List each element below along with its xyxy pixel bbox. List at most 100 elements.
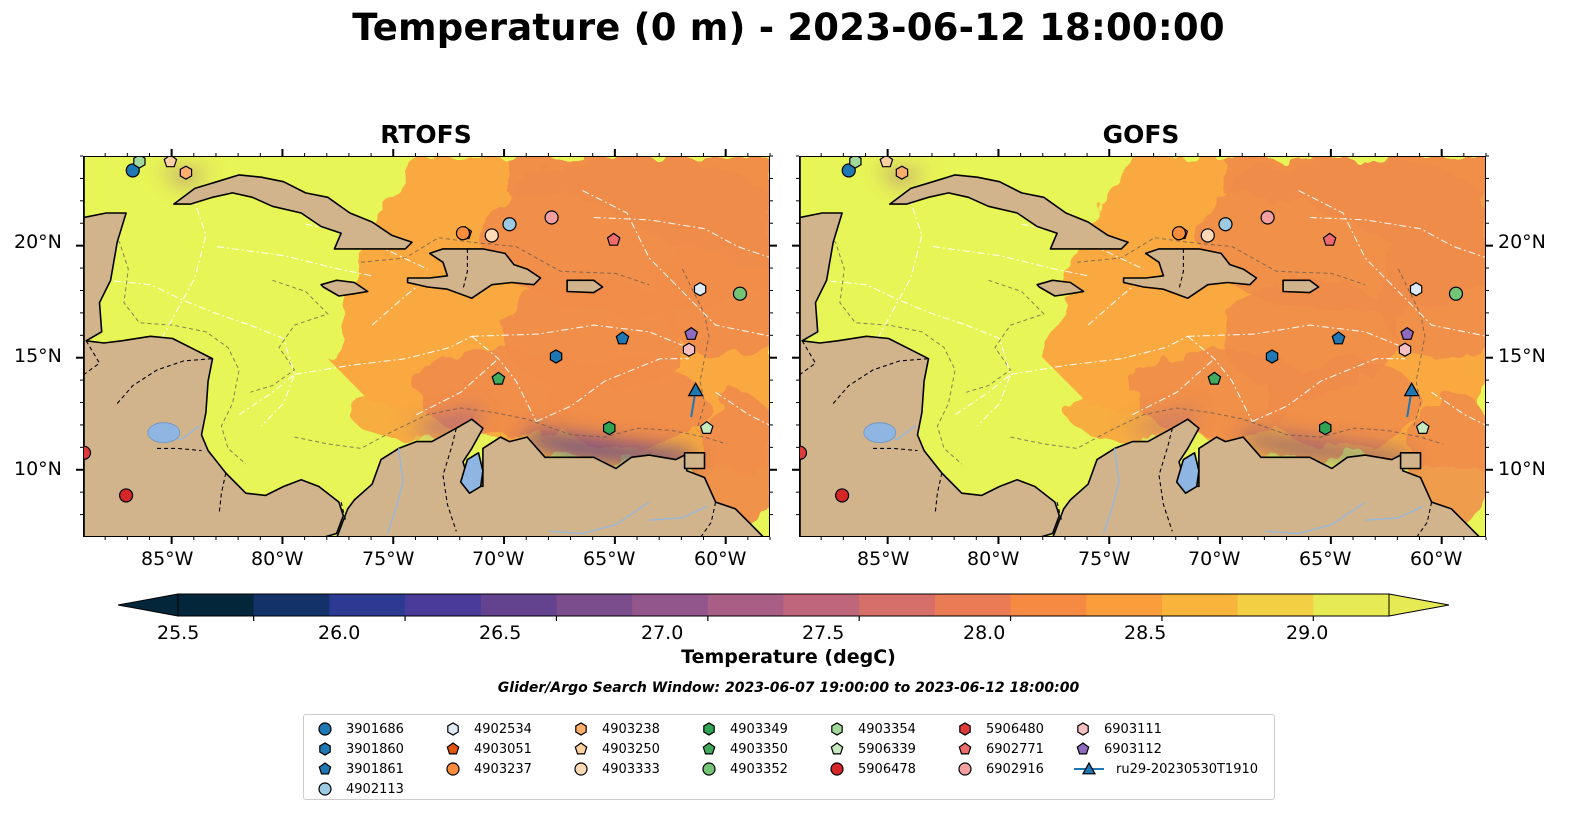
- float-marker-4903333: [1200, 228, 1215, 243]
- x-tick-label-rtofs: 60°W: [694, 548, 747, 570]
- national-borders: [800, 248, 1433, 536]
- land-central-america-carib: [800, 212, 1061, 536]
- float-marker-4903250: [163, 157, 178, 168]
- glider-marker: [1403, 381, 1420, 397]
- legend-item: 6903112: [1072, 739, 1258, 759]
- legend-label: 4903349: [730, 721, 788, 737]
- colorbar-tick-label: 27.5: [802, 622, 845, 644]
- y-tick-label-right: 20°N: [1498, 231, 1546, 253]
- land-jamaica: [1036, 279, 1085, 297]
- colorbar-tick-label: 27.0: [641, 622, 684, 644]
- float-marker-4903238: [895, 165, 909, 180]
- land-trinidad: [683, 451, 706, 470]
- float-marker-4903238: [179, 165, 193, 180]
- float-marker-3901686: [841, 163, 856, 178]
- legend-item: 4903350: [698, 739, 788, 759]
- land-cuba: [173, 174, 413, 250]
- legend-item: 4903237: [442, 759, 532, 779]
- legend-item: 5906339: [826, 739, 916, 759]
- map-panel-rtofs[interactable]: [83, 156, 770, 537]
- legend-marker-icon: [1077, 722, 1089, 736]
- x-tick-label-rtofs: 80°W: [251, 548, 304, 570]
- map-panel-gofs[interactable]: [799, 156, 1486, 537]
- legend-column: 3901686 3901860 3901861 4902113: [314, 719, 404, 799]
- legend-marker-icon: [574, 742, 588, 755]
- national-borders: [84, 248, 717, 536]
- legend-label: 4903352: [730, 761, 788, 777]
- float-marker-6903111: [1398, 342, 1412, 357]
- land-jamaica: [320, 279, 369, 297]
- land: [84, 157, 764, 536]
- legend-label: 3901686: [346, 721, 404, 737]
- float-marker-5906480: [800, 445, 808, 460]
- float-marker-4903350: [491, 371, 506, 385]
- float-marker-6902771: [606, 232, 621, 246]
- float-marker-4903354: [133, 157, 146, 169]
- float-marker-4903349: [602, 421, 616, 436]
- colorbar-segment: [859, 594, 936, 616]
- legend-label: 4903350: [730, 741, 788, 757]
- land-maracaibo: [459, 451, 484, 495]
- float-marker-4903349: [1318, 421, 1332, 436]
- y-tick-label-left: 10°N: [14, 458, 62, 480]
- float-marker-6903112: [684, 326, 699, 340]
- legend-marker-icon: [703, 722, 715, 736]
- x-tick-label-rtofs: 65°W: [583, 548, 636, 570]
- colorbar-segment: [632, 594, 709, 616]
- search-window-text: Glider/Argo Search Window: 2023-06-07 19…: [497, 680, 1080, 696]
- land-cuba: [889, 174, 1129, 250]
- legend-item: 5906478: [826, 759, 916, 779]
- legend-marker-icon: [831, 722, 843, 736]
- legend-marker-icon: [1076, 742, 1090, 755]
- land-south-america: [1052, 418, 1480, 536]
- float-marker-4902113: [1218, 217, 1233, 232]
- legend-marker-icon: [318, 762, 332, 775]
- float-marker-4903333: [484, 228, 499, 243]
- legend-marker-icon: [702, 742, 716, 755]
- float-marker-4903250: [879, 157, 894, 168]
- float-marker-5906339: [1415, 420, 1430, 434]
- float-marker-3901860: [549, 349, 563, 364]
- colorbar-segment: [405, 594, 482, 616]
- float-marker-3901686: [125, 163, 140, 178]
- float-marker-4903352: [732, 286, 748, 301]
- legend-item: 3901861: [314, 759, 404, 779]
- colorbar-tick-label: 29.0: [1286, 622, 1329, 644]
- legend-item: 4903352: [698, 759, 788, 779]
- legend-label: 5906480: [986, 721, 1044, 737]
- legend-label: 3901861: [346, 761, 404, 777]
- colorbar-segment: [556, 594, 633, 616]
- panel-title-gofs: GOFS: [1102, 120, 1180, 149]
- legend-column: 4902534 4903051 4903237: [442, 719, 532, 779]
- colorbar-segment: [253, 594, 330, 616]
- colorbar-segment: [934, 594, 1012, 616]
- legend-column: 4903354 5906339 5906478: [826, 719, 916, 779]
- colorbar-segment: [1313, 594, 1390, 616]
- float-marker-6903112: [1400, 326, 1415, 340]
- legend-label: 4903238: [602, 721, 660, 737]
- float-marker-3901860: [1265, 349, 1279, 364]
- float-marker-6903111: [682, 342, 696, 357]
- legend-label: 4902113: [346, 781, 404, 797]
- legend-item: 5906480: [954, 719, 1044, 739]
- land-hispaniola: [406, 248, 542, 299]
- x-tick-label-gofs: 75°W: [1078, 548, 1131, 570]
- legend-label: 6903111: [1104, 721, 1162, 737]
- colorbar-extend-low: [117, 593, 179, 617]
- panel-title-rtofs: RTOFS: [380, 120, 472, 149]
- legend-item: 4903051: [442, 739, 532, 759]
- float-markers: [800, 157, 1464, 503]
- land-puerto-rico: [1282, 279, 1320, 294]
- legend-label: 6902916: [986, 761, 1044, 777]
- legend-marker-icon: [830, 742, 844, 755]
- legend-item: 6903111: [1072, 719, 1258, 739]
- legend-label: 4903051: [474, 741, 532, 757]
- float-marker-5906478: [835, 488, 850, 503]
- colorbar-segment: [783, 594, 860, 616]
- legend: 3901686 3901860 3901861 4902113 4902534 49030…: [303, 714, 1275, 800]
- eez-boundaries: [800, 190, 1485, 427]
- legend-marker-icon: [446, 762, 460, 776]
- float-marker-6902916: [1260, 210, 1275, 225]
- sst-field: [1043, 157, 1485, 527]
- float-marker-4903237: [455, 226, 471, 241]
